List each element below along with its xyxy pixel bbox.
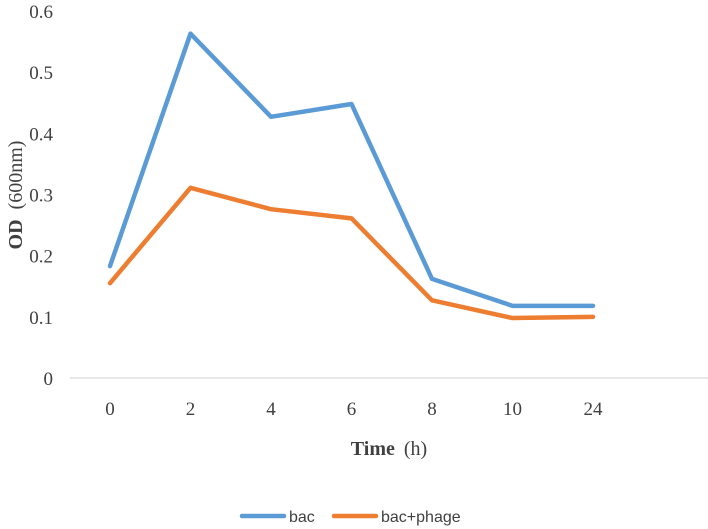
legend: bac bac+phage xyxy=(239,509,461,526)
y-axis-ticks: 0 0.1 0.2 0.3 0.4 0.5 0.6 xyxy=(29,2,53,390)
legend-label: bac xyxy=(289,509,315,526)
x-axis-title: Time (h) xyxy=(351,438,427,460)
y-axis-title: OD (600nm) xyxy=(5,141,27,250)
y-tick-label: 0.5 xyxy=(29,63,53,84)
series-line-bac xyxy=(107,31,596,309)
x-tick-label: 8 xyxy=(427,399,437,420)
x-tick-label: 2 xyxy=(186,399,196,420)
x-axis-ticks: 0 2 4 6 8 10 24 xyxy=(105,399,603,420)
x-tick-label: 4 xyxy=(266,399,276,420)
x-tick-label: 10 xyxy=(503,399,522,420)
legend-label: bac+phage xyxy=(381,509,461,526)
y-tick-label: 0.6 xyxy=(29,2,53,23)
y-tick-label: 0.1 xyxy=(29,308,53,329)
y-tick-label: 0.2 xyxy=(29,247,53,268)
y-tick-label: 0.3 xyxy=(29,186,53,207)
y-tick-label: 0 xyxy=(44,369,54,390)
series-line-bac-phage xyxy=(107,185,596,321)
x-tick-label: 6 xyxy=(347,399,357,420)
series-lines xyxy=(107,31,596,321)
x-tick-label: 24 xyxy=(584,399,604,420)
y-tick-label: 0.4 xyxy=(29,124,53,145)
x-tick-label: 0 xyxy=(105,399,115,420)
